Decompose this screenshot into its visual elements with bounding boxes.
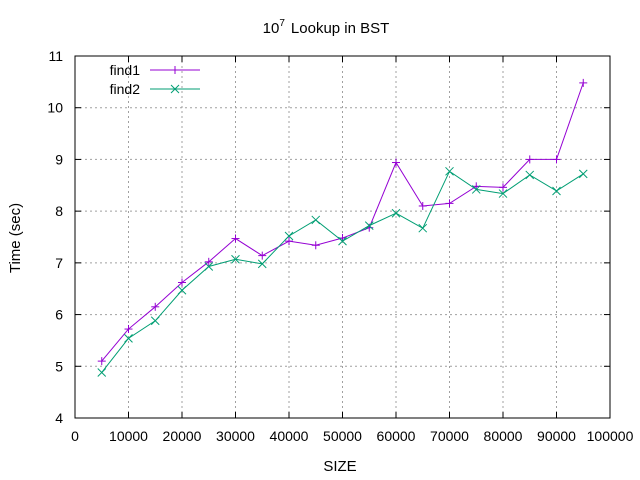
legend-label-find2: find2 xyxy=(110,81,141,97)
data-point-find2 xyxy=(124,334,133,343)
data-point-find2-d2 xyxy=(445,166,454,176)
chart-title-superscript: 7 xyxy=(279,18,285,29)
legend-marker-find1 xyxy=(171,66,179,74)
data-point-find2-d2 xyxy=(471,185,481,194)
x-tick-label: 60000 xyxy=(377,428,416,444)
data-point-find2 xyxy=(231,254,240,264)
data-point-find2-d2 xyxy=(124,334,133,343)
data-point-find1 xyxy=(124,325,133,334)
data-point-find2 xyxy=(552,186,561,196)
data-point-find2 xyxy=(471,185,481,194)
data-point-find2-d2 xyxy=(177,285,187,295)
data-point-find2 xyxy=(257,259,267,269)
data-point-find1 xyxy=(178,278,186,287)
legend-marker-find2 xyxy=(170,84,180,94)
data-point-find2-d2 xyxy=(498,189,508,198)
x-tick-label: 50000 xyxy=(323,428,362,444)
y-axis-label: Time (sec) xyxy=(7,203,24,273)
legend: find1 find2 xyxy=(110,62,200,97)
y-tick-label: 9 xyxy=(55,151,63,167)
data-point-find2-d2 xyxy=(97,368,107,377)
series-find2 xyxy=(97,166,588,377)
data-point-find2 xyxy=(525,170,535,180)
data-point-find1 xyxy=(579,78,588,87)
data-point-find1 xyxy=(499,183,507,192)
y-tick-label: 6 xyxy=(55,307,63,323)
data-point-find1 xyxy=(311,241,320,250)
y-tick-label: 7 xyxy=(55,255,63,271)
x-tick-label: 20000 xyxy=(163,428,202,444)
data-point-find2 xyxy=(445,166,454,176)
x-tick-label: 30000 xyxy=(216,428,255,444)
data-point-find2 xyxy=(284,231,294,241)
chart-title-suffix: Lookup in BST xyxy=(291,20,389,37)
data-point-find1 xyxy=(392,158,400,167)
data-point-find2-d2 xyxy=(231,254,240,264)
data-point-find2 xyxy=(97,368,107,377)
y-tick-label: 5 xyxy=(55,358,63,374)
data-point-find2 xyxy=(498,189,508,198)
data-point-find1 xyxy=(151,302,160,311)
data-point-find2-d2 xyxy=(257,259,267,269)
y-tick-label: 4 xyxy=(55,410,63,426)
x-tick-label: 10000 xyxy=(109,428,148,444)
data-point-find2 xyxy=(177,285,187,295)
data-point-find2-d2 xyxy=(150,316,160,326)
x-tick-label: 90000 xyxy=(537,428,576,444)
data-point-find1 xyxy=(231,234,240,243)
data-point-find2 xyxy=(578,169,588,179)
series-layer xyxy=(97,78,588,377)
y-tick-label: 10 xyxy=(47,100,63,116)
data-point-find2-d2 xyxy=(364,221,374,230)
x-tick-label: 70000 xyxy=(430,428,469,444)
data-point-find1 xyxy=(97,357,106,366)
data-point-find2 xyxy=(364,221,374,230)
data-point-find2-d2 xyxy=(284,231,294,241)
tick-labels: 0 10000 20000 30000 40000 50000 60000 70000 8000… xyxy=(47,48,633,444)
data-point-find2-d2 xyxy=(311,215,321,225)
data-point-find2-d2 xyxy=(578,169,588,179)
x-axis-label: SIZE xyxy=(323,458,356,475)
x-tick-label: 0 xyxy=(71,428,79,444)
data-point-find2-d2 xyxy=(525,170,535,180)
data-point-find1 xyxy=(525,155,534,164)
chart-title: 107 Lookup in BST xyxy=(263,18,390,37)
x-tick-label: 80000 xyxy=(484,428,523,444)
x-tick-label: 100000 xyxy=(587,428,634,444)
data-point-find1 xyxy=(204,257,213,266)
legend-label-find1: find1 xyxy=(110,62,141,78)
axes xyxy=(74,55,611,419)
data-point-find2 xyxy=(150,316,160,326)
chart-title-base: 10 xyxy=(263,20,280,37)
x-tick-label: 40000 xyxy=(270,428,309,444)
data-point-find2-d2 xyxy=(391,208,401,218)
legend-marker-find2-d2 xyxy=(170,84,180,94)
data-point-find2-d2 xyxy=(204,262,214,271)
data-point-find2 xyxy=(204,262,214,271)
data-point-find1 xyxy=(258,251,267,260)
data-point-find2-d2 xyxy=(552,186,561,196)
data-point-find1 xyxy=(445,199,454,208)
data-point-find2 xyxy=(338,236,347,246)
data-point-find1 xyxy=(418,201,427,210)
data-point-find2-d2 xyxy=(338,236,347,246)
data-point-find1 xyxy=(285,237,293,246)
data-point-find2 xyxy=(418,223,428,233)
y-tick-label: 11 xyxy=(48,48,63,64)
data-point-find2-d2 xyxy=(418,223,428,233)
data-point-find2 xyxy=(391,208,401,218)
data-point-find2 xyxy=(311,215,321,225)
data-point-find1 xyxy=(552,155,561,164)
y-tick-label: 8 xyxy=(55,203,63,219)
